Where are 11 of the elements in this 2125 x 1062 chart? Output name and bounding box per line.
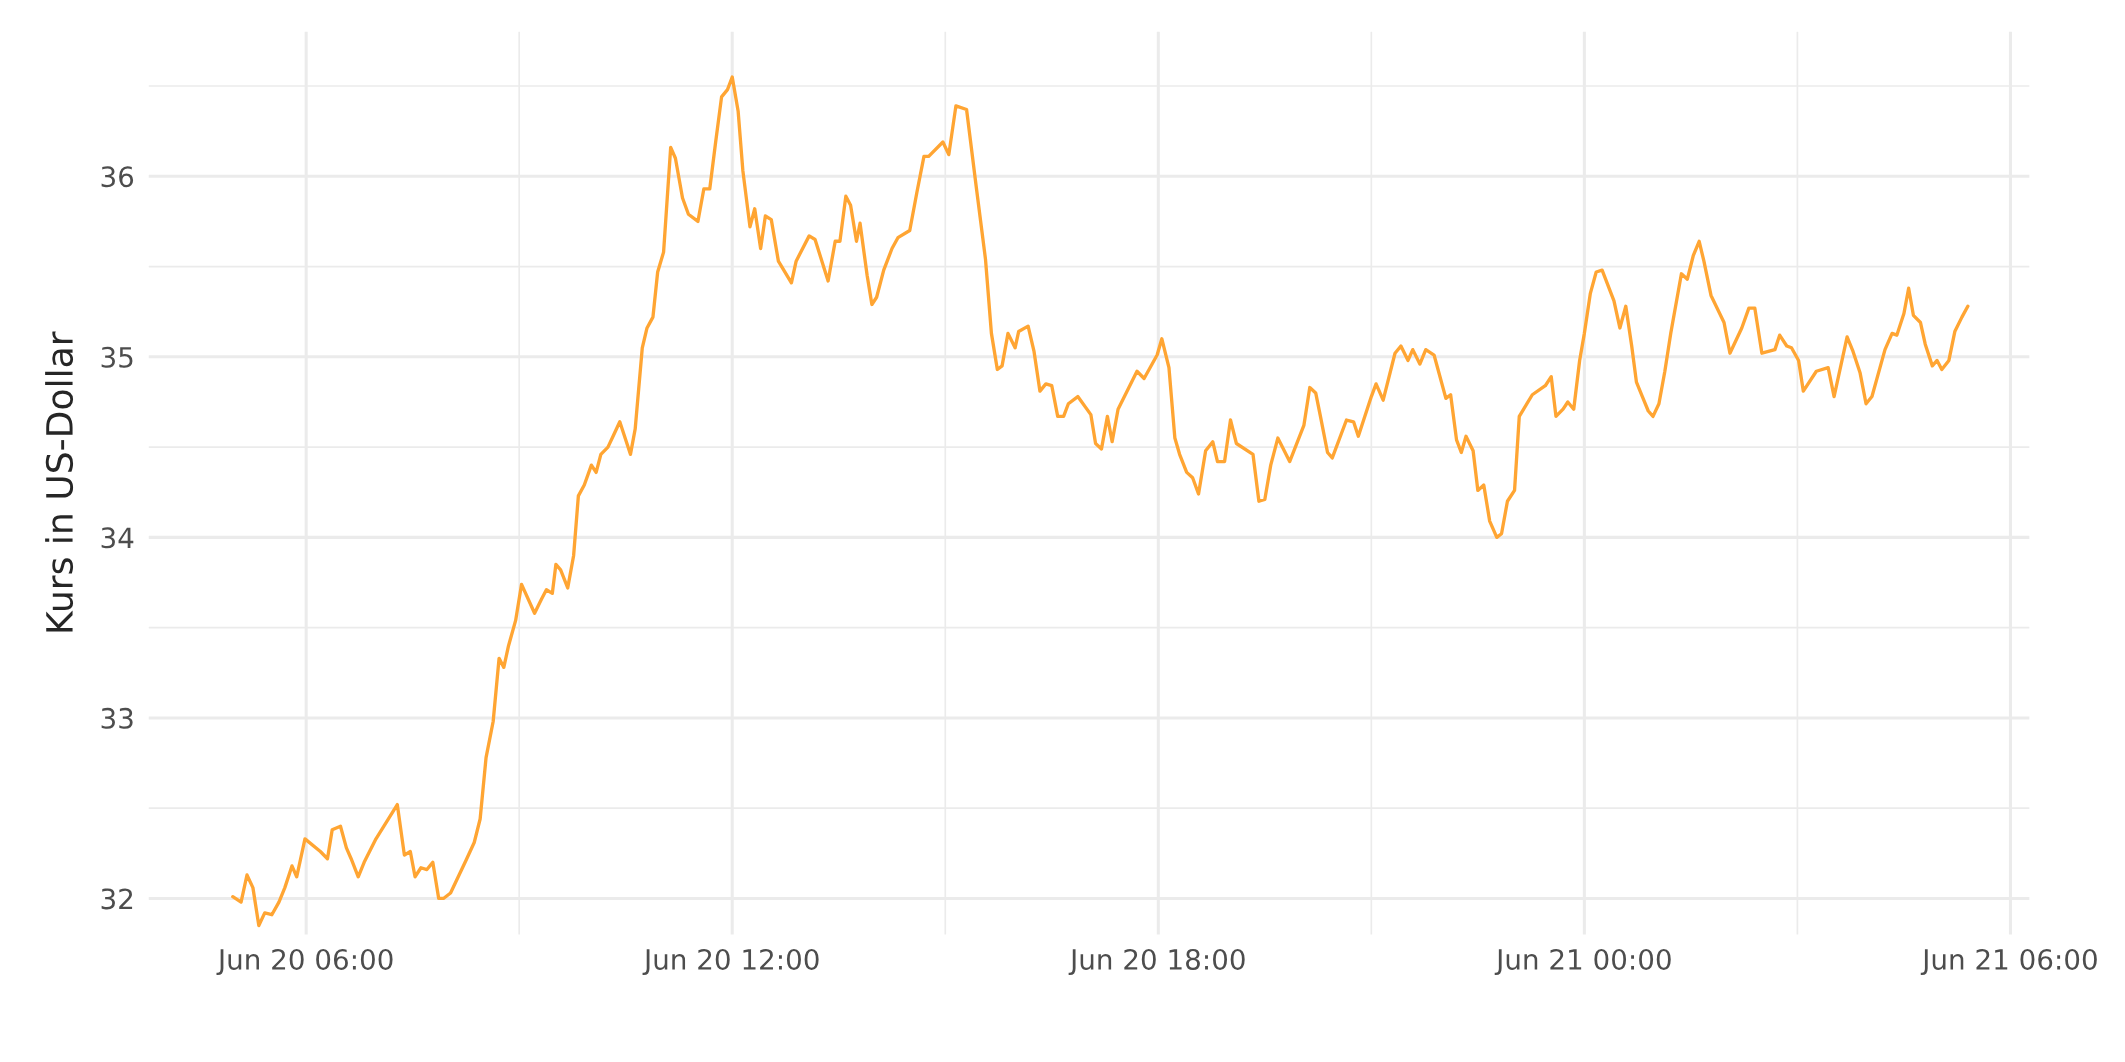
x-tick-label: Jun 21 00:00 — [1494, 948, 1671, 976]
y-tick-label: 34 — [101, 527, 134, 549]
y-tick-label: 32 — [101, 888, 133, 910]
y-tick-label: 33 — [101, 707, 133, 729]
y-tick-label: 36 — [101, 166, 134, 188]
x-tick-label: Jun 20 12:00 — [642, 948, 819, 976]
x-tick-label: Jun 20 06:00 — [216, 948, 393, 976]
x-tick-label: Jun 20 18:00 — [1068, 948, 1245, 976]
y-tick-label: 35 — [101, 346, 133, 368]
x-tick-label: Jun 21 06:00 — [1920, 948, 2097, 976]
y-axis-title: Kurs in US-Dollar — [45, 331, 74, 632]
